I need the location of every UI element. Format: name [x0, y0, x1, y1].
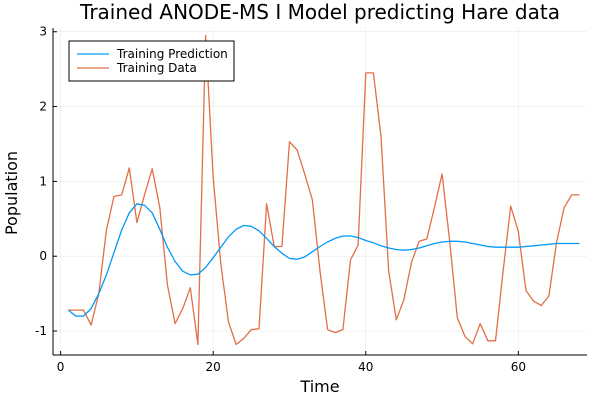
series-line-training-prediction — [67, 203, 580, 317]
x-axis-label: Time — [299, 377, 339, 396]
legend-box — [68, 40, 235, 82]
y-tick-label: 3 — [39, 25, 47, 39]
legend-label-training-prediction: Training Prediction — [116, 47, 228, 61]
y-tick-label: 2 — [39, 100, 47, 114]
series-lines — [67, 34, 580, 346]
x-tick-label: 0 — [57, 360, 65, 374]
y-tick-label: -1 — [35, 324, 47, 338]
y-tick-label: 1 — [39, 174, 47, 188]
chart-title: Trained ANODE-MS I Model predicting Hare… — [79, 0, 560, 24]
x-tick-labels: 0 20 40 60 — [57, 360, 526, 374]
y-tick-label: 0 — [39, 249, 47, 263]
x-tick-label: 40 — [358, 360, 373, 374]
series-line-training-data — [68, 34, 580, 346]
legend-label-training-data: Training Data — [116, 61, 197, 75]
x-tick-label: 20 — [206, 360, 221, 374]
y-tick-labels: -1 0 1 2 3 — [35, 25, 47, 338]
x-tick-label: 60 — [511, 360, 526, 374]
axes — [52, 28, 587, 356]
y-axis-label: Population — [2, 151, 21, 235]
